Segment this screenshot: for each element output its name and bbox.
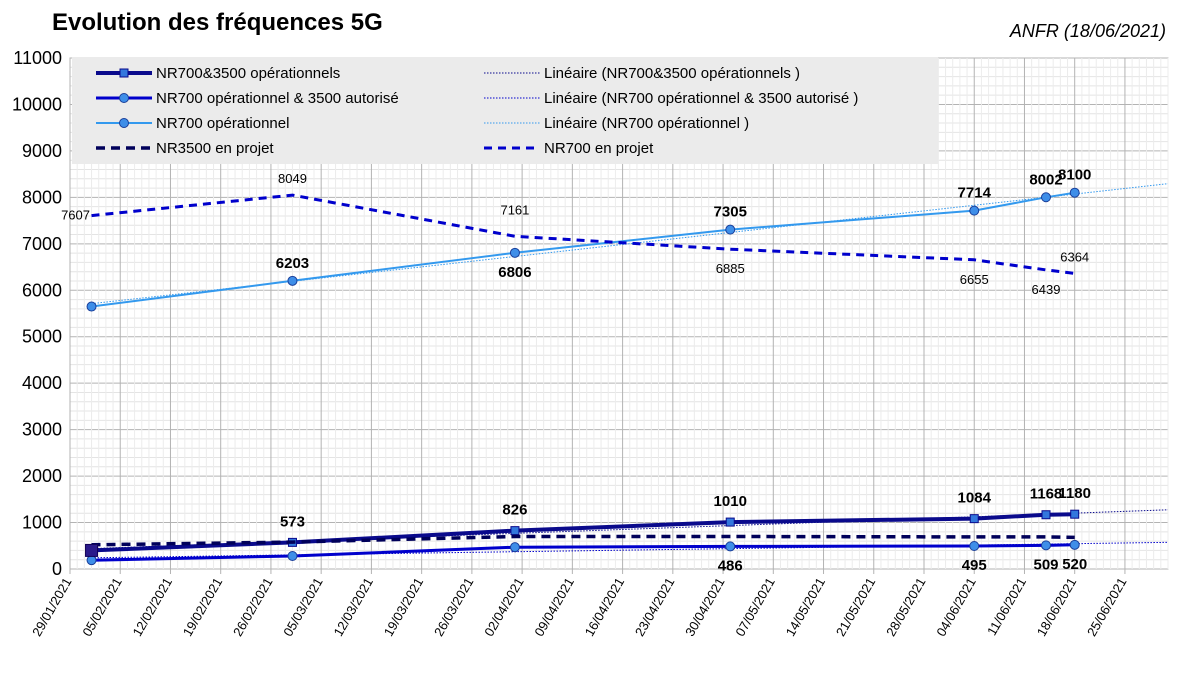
data-label: 7714 xyxy=(958,185,992,202)
data-point xyxy=(85,543,99,557)
x-tick-label: 12/03/2021 xyxy=(330,575,376,639)
x-tick-label: 11/06/2021 xyxy=(984,575,1029,638)
data-label: 6203 xyxy=(276,255,309,272)
data-point xyxy=(287,275,298,286)
data-point xyxy=(509,247,520,258)
data-point xyxy=(1070,509,1080,519)
y-tick-label: 0 xyxy=(52,559,62,579)
x-tick-label: 14/05/2021 xyxy=(783,575,829,639)
data-point xyxy=(969,541,980,552)
data-label: 520 xyxy=(1062,556,1087,573)
x-tick-label: 05/03/2021 xyxy=(280,575,326,639)
chart-title: Evolution des fréquences 5G xyxy=(52,9,383,36)
x-tick-label: 02/04/2021 xyxy=(481,575,527,639)
x-tick-label: 05/02/2021 xyxy=(79,575,125,639)
data-label: 1084 xyxy=(958,490,992,507)
data-point xyxy=(1069,187,1080,198)
data-label: 7305 xyxy=(714,204,747,221)
x-tick-label: 26/03/2021 xyxy=(431,575,477,639)
data-point xyxy=(1041,540,1051,551)
data-point xyxy=(969,514,979,524)
legend-marker xyxy=(119,68,129,78)
data-label: 8100 xyxy=(1058,167,1091,184)
x-tick-label: 29/01/2021 xyxy=(29,575,75,639)
data-point xyxy=(1041,510,1051,520)
series-line xyxy=(91,193,1075,275)
y-tick-label: 7000 xyxy=(22,234,62,254)
legend: NR700&3500 opérationnels NR700 opérationn… xyxy=(72,57,938,164)
data-label: 8002 xyxy=(1029,171,1062,188)
legend-label: Linéaire (NR700&3500 opérationnels ) xyxy=(544,65,800,82)
x-tick-label: 12/02/2021 xyxy=(130,575,176,639)
x-tick-label: 19/03/2021 xyxy=(381,575,427,639)
data-label: 6806 xyxy=(498,264,531,281)
data-label: 7161 xyxy=(500,202,529,217)
y-tick-label: 8000 xyxy=(22,187,62,207)
legend-label: NR3500 en projet xyxy=(156,140,274,157)
data-point xyxy=(725,541,736,552)
data-point xyxy=(1069,539,1080,550)
data-point xyxy=(725,224,736,235)
data-label: 7607 xyxy=(61,208,90,223)
data-point xyxy=(969,205,980,216)
data-label: 6364 xyxy=(1060,249,1089,264)
x-tick-label: 28/05/2021 xyxy=(883,575,929,639)
y-tick-label: 10000 xyxy=(12,94,62,114)
data-label: 486 xyxy=(718,557,743,574)
x-tick-label: 21/05/2021 xyxy=(833,575,879,639)
legend-marker xyxy=(119,118,129,128)
x-tick-label: 04/06/2021 xyxy=(933,575,979,639)
x-tick-label: 07/05/2021 xyxy=(732,575,778,639)
x-tick-label: 25/06/2021 xyxy=(1084,575,1130,639)
legend-label: Linéaire (NR700 opérationnel ) xyxy=(544,115,749,132)
series-line xyxy=(91,534,1075,547)
y-tick-label: 6000 xyxy=(22,280,62,300)
legend-box xyxy=(72,57,938,164)
chart-source: ANFR (18/06/2021) xyxy=(1009,21,1166,41)
data-label: 509 xyxy=(1033,556,1058,573)
data-point xyxy=(1041,192,1051,203)
data-label: 826 xyxy=(502,502,527,519)
x-tick-label: 18/06/2021 xyxy=(1034,575,1080,639)
data-label: 6655 xyxy=(960,272,989,287)
x-axis: 29/01/2021 05/02/2021 12/02/2021 19/02/2021… xyxy=(29,569,1130,639)
data-label: 6439 xyxy=(1032,282,1061,297)
legend-label: NR700 en projet xyxy=(544,140,654,157)
x-tick-label: 09/04/2021 xyxy=(531,575,577,639)
data-label: 8049 xyxy=(278,171,307,186)
data-point xyxy=(510,526,520,536)
x-tick-label: 26/02/2021 xyxy=(230,575,276,639)
data-point xyxy=(725,517,735,527)
y-axis: 0 1000 2000 3000 4000 5000 6000 7000 8000 9000 100… xyxy=(12,48,62,579)
legend-label: NR700 opérationnel xyxy=(156,115,289,132)
y-tick-label: 9000 xyxy=(22,141,62,161)
data-label: 573 xyxy=(280,513,305,530)
legend-marker xyxy=(119,93,129,103)
y-tick-label: 2000 xyxy=(22,466,62,486)
y-tick-label: 11000 xyxy=(13,48,62,68)
x-tick-label: 23/04/2021 xyxy=(632,575,678,639)
legend-label: NR700&3500 opérationnels xyxy=(156,65,340,82)
data-point xyxy=(86,555,97,566)
data-point xyxy=(509,542,520,553)
x-tick-label: 19/02/2021 xyxy=(180,575,226,639)
data-label: 1168 xyxy=(1030,486,1063,503)
data-point xyxy=(86,301,97,312)
legend-label: NR700 opérationnel & 3500 autorisé xyxy=(156,90,399,107)
x-tick-label: 30/04/2021 xyxy=(682,575,728,639)
data-label: 1180 xyxy=(1058,485,1091,502)
y-tick-label: 3000 xyxy=(22,420,62,440)
data-label: 495 xyxy=(962,557,987,574)
series-lines xyxy=(85,187,1080,566)
data-point xyxy=(287,550,298,561)
legend-label: Linéaire (NR700 opérationnel & 3500 auto… xyxy=(544,90,858,107)
y-tick-label: 5000 xyxy=(22,327,62,347)
data-label: 1010 xyxy=(714,493,747,510)
x-tick-label: 16/04/2021 xyxy=(582,575,628,639)
y-tick-label: 1000 xyxy=(22,513,62,533)
y-tick-label: 4000 xyxy=(22,373,62,393)
data-label: 6885 xyxy=(716,261,745,276)
